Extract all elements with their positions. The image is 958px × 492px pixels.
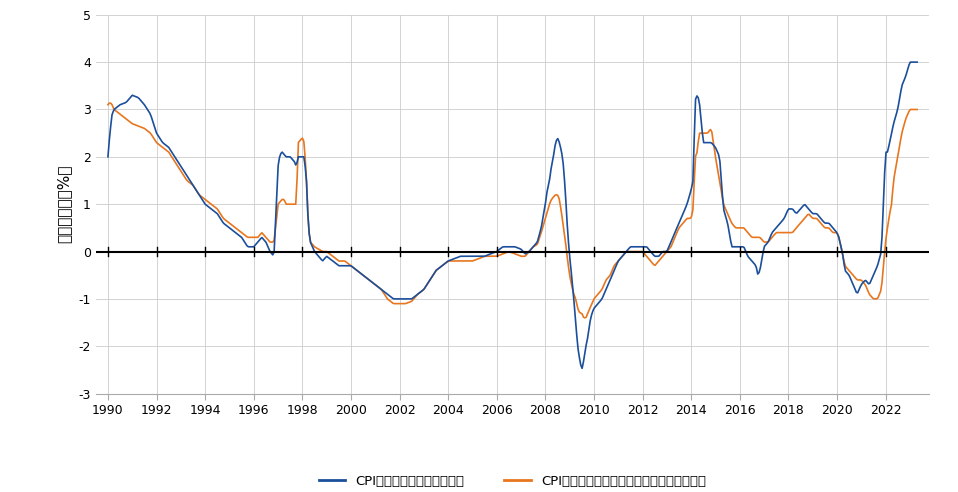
Y-axis label: インフレ率（%）: インフレ率（%） [57,165,72,244]
Legend: CPI除く生鮮食品（前年比）, CPI除く生鮮食品及びエネルギー（前年比）: CPI除く生鮮食品（前年比）, CPI除く生鮮食品及びエネルギー（前年比） [313,469,712,492]
